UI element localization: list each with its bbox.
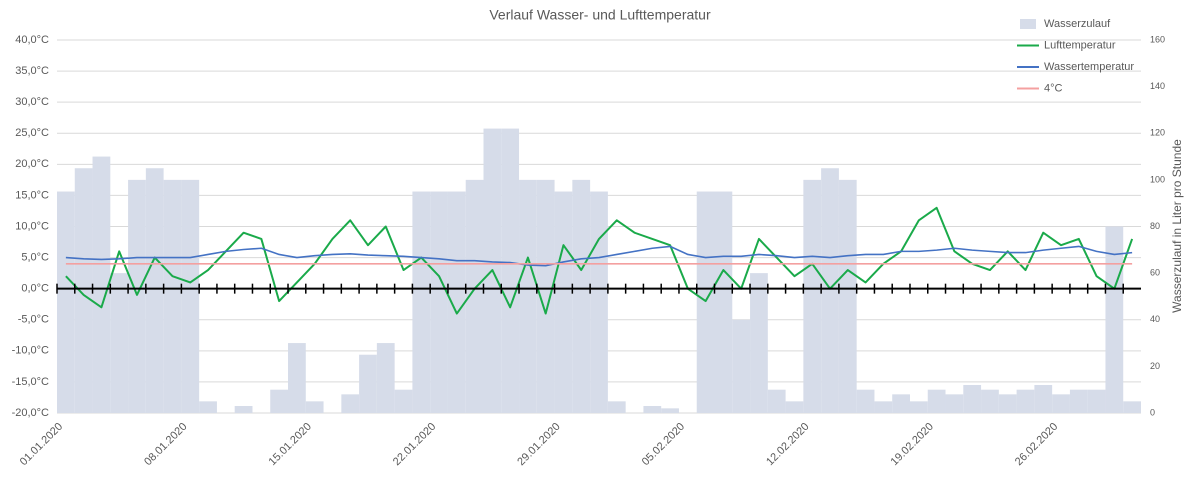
bar: [1123, 401, 1141, 413]
bar: [661, 408, 679, 413]
y-tick-label: 40,0°C: [15, 34, 49, 46]
bar: [110, 273, 129, 413]
y-tick-label: 10,0°C: [15, 220, 49, 232]
y-tick-label: 25,0°C: [15, 127, 49, 139]
bar: [270, 389, 289, 413]
bar: [856, 389, 875, 413]
y-tick-label: 5,0°C: [21, 251, 49, 263]
legend-label: 4°C: [1044, 82, 1063, 94]
y2-tick-label: 140: [1150, 81, 1165, 91]
bar: [1052, 394, 1070, 413]
y2-tick-label: 60: [1150, 268, 1160, 278]
bar: [465, 179, 484, 413]
bar: [927, 389, 946, 413]
bar: [909, 401, 928, 413]
x-tick-label: 01.01.2020: [18, 421, 65, 468]
bar: [643, 406, 662, 413]
bar: [1016, 389, 1035, 413]
line: [65, 206, 1134, 315]
bar: [128, 179, 146, 413]
legend-label: Wasserzulauf: [1044, 18, 1111, 30]
bar: [1105, 226, 1124, 413]
bar: [607, 401, 626, 413]
bar: [145, 168, 164, 413]
bar: [963, 385, 982, 413]
line: [65, 245, 1133, 267]
y2-axis-label: Wasserzulauf in Liter pro Stunde: [1170, 139, 1184, 313]
lines: [65, 206, 1134, 315]
bar: [696, 191, 715, 413]
x-tick-label: 05.02.2020: [640, 421, 687, 468]
x-tick-label: 22.01.2020: [391, 421, 438, 468]
bar: [234, 406, 253, 413]
legend-label: Lufttemperatur: [1044, 39, 1116, 51]
y-tick-label: -5,0°C: [18, 314, 49, 326]
y-tick-label: -20,0°C: [12, 407, 49, 419]
bars: [57, 128, 1141, 413]
bar: [519, 179, 537, 413]
y2-tick-label: 120: [1150, 128, 1165, 138]
bar: [732, 319, 751, 413]
bar: [341, 394, 360, 413]
x-tick-label: 19.02.2020: [889, 421, 936, 468]
bar: [767, 389, 786, 413]
y-tick-label: 15,0°C: [15, 189, 49, 201]
y-tick-label: -15,0°C: [12, 376, 49, 388]
bar: [376, 343, 395, 413]
bar: [181, 179, 200, 413]
y2-tick-label: 40: [1150, 314, 1160, 324]
bar: [92, 156, 111, 413]
axes: [56, 283, 1141, 294]
bar: [750, 273, 768, 413]
bar: [447, 191, 466, 413]
x-tick-label: 12.02.2020: [764, 421, 811, 468]
bar: [288, 343, 306, 413]
y2-tick-label: 80: [1150, 221, 1160, 231]
bar: [1034, 385, 1053, 413]
legend-swatch: [1020, 19, 1036, 29]
bar: [57, 191, 75, 413]
y2-tick-label: 100: [1150, 174, 1165, 184]
bar: [572, 179, 591, 413]
bar: [199, 401, 217, 413]
y-tick-label: 0,0°C: [21, 283, 49, 295]
bar: [945, 394, 964, 413]
bar: [821, 168, 839, 413]
bar: [1087, 389, 1106, 413]
bar: [714, 191, 733, 413]
bar: [874, 401, 893, 413]
y-tick-label: -10,0°C: [12, 345, 49, 357]
chart-title: Verlauf Wasser- und Lufttemperatur: [489, 7, 711, 23]
legend-label: Wassertemperatur: [1044, 61, 1134, 73]
bar: [305, 401, 324, 413]
x-tick-label: 08.01.2020: [142, 421, 189, 468]
bar: [785, 401, 804, 413]
bar: [501, 128, 520, 413]
bar: [412, 191, 431, 413]
bar: [536, 179, 555, 413]
y2-tick-label: 20: [1150, 361, 1160, 371]
bar: [359, 354, 377, 413]
bar: [981, 389, 999, 413]
y2-tick-label: 0: [1150, 407, 1155, 417]
bar: [163, 179, 182, 413]
bar: [838, 179, 857, 413]
bar: [892, 394, 910, 413]
bar: [394, 389, 413, 413]
bar: [1069, 389, 1088, 413]
y-tick-label: 35,0°C: [15, 65, 49, 77]
x-tick-label: 29.01.2020: [515, 421, 562, 468]
y-tick-label: 20,0°C: [15, 158, 49, 170]
bar: [74, 168, 93, 413]
x-tick-label: 26.02.2020: [1013, 421, 1060, 468]
bar: [590, 191, 608, 413]
bar: [998, 394, 1017, 413]
bar: [803, 179, 822, 413]
bar: [430, 191, 448, 413]
x-tick-label: 15.01.2020: [267, 421, 314, 468]
y-tick-label: 30,0°C: [15, 96, 49, 108]
bar: [554, 191, 573, 413]
y2-tick-label: 160: [1150, 34, 1165, 44]
